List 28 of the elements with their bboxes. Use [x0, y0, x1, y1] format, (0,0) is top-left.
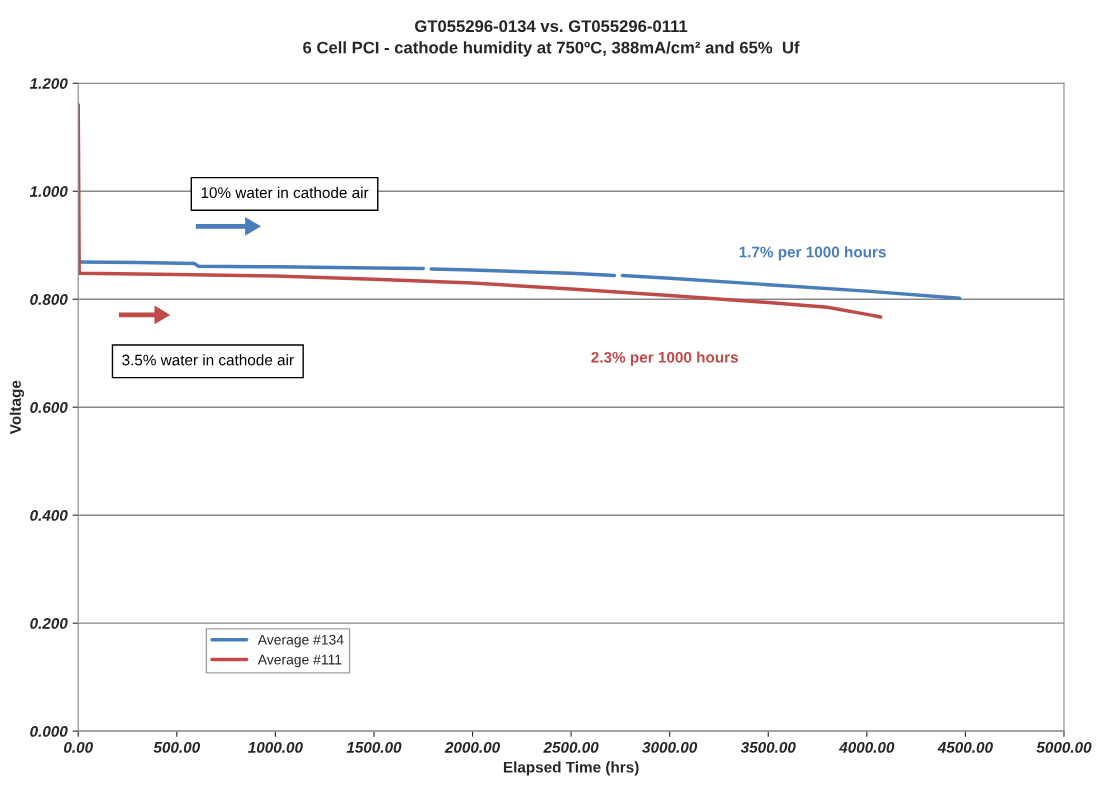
y-tick-label: 0.800 — [30, 294, 68, 305]
annotation: 1.7% per 1000 hours — [739, 246, 886, 261]
y-tick-label: 1.200 — [29, 78, 68, 89]
x-tick-label: 2000.00 — [444, 741, 500, 753]
y-tick-label: 0.200 — [30, 618, 68, 629]
annotation: 3.5% water in cathode air — [122, 354, 294, 366]
chart-subtitle: 6 Cell PCI - cathode humidity at 750ºC, 388mA/cm² and 65% Uf — [303, 41, 800, 57]
chart-title: GT055296-0134 vs. GT055296-0111 — [415, 20, 688, 33]
x-tick-label: 2500.00 — [543, 741, 599, 753]
x-tick-label: 0.00 — [64, 741, 93, 753]
x-axis-title: Elapsed Time (hrs) — [503, 761, 639, 776]
annotation: 10% water in cathode air — [201, 186, 369, 199]
y-tick-label: 0.600 — [30, 402, 68, 413]
x-tick-label: 1000.00 — [248, 741, 303, 753]
x-tick-label: 4000.00 — [838, 741, 895, 753]
annotation: 2.3% per 1000 hours — [591, 351, 738, 366]
legend-label: Average #111 — [257, 654, 342, 668]
x-tick-label: 4500.00 — [937, 741, 993, 753]
x-tick-label: 3000.00 — [642, 741, 698, 753]
y-axis-title: Voltage — [9, 380, 25, 435]
x-tick-label: 3500.00 — [740, 741, 796, 753]
x-tick-label: 1500.00 — [346, 741, 402, 753]
y-tick-label: 0.400 — [30, 510, 68, 521]
x-tick-label: 500.00 — [153, 741, 201, 753]
y-tick-label: 0.000 — [30, 726, 68, 737]
legend-label: Average #134 — [257, 634, 344, 648]
x-tick-label: 5000.00 — [1036, 741, 1092, 753]
y-tick-label: 1.000 — [29, 186, 68, 197]
